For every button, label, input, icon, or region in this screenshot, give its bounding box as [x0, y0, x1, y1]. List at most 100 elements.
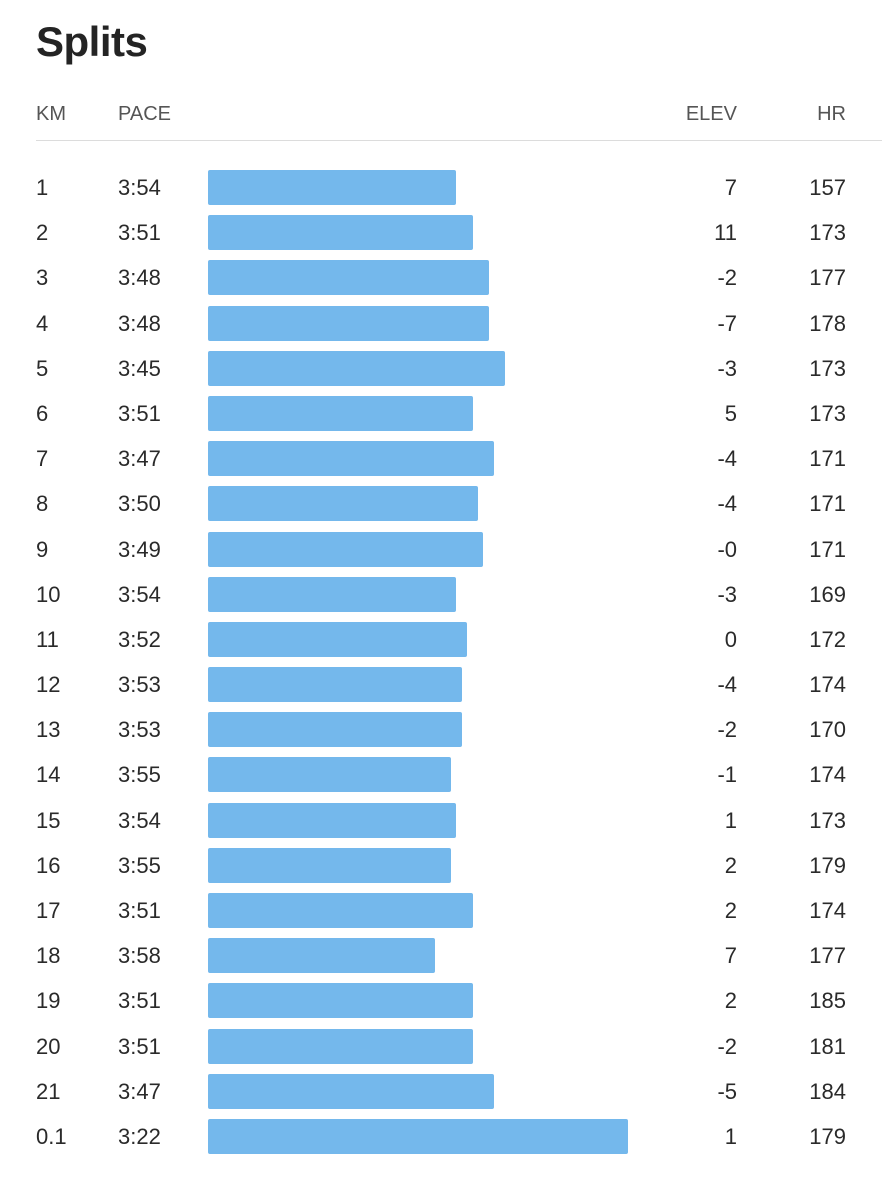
split-km: 12 [36, 672, 61, 698]
table-row: 2 3:51 11 173 [0, 210, 882, 255]
split-elevation: 1 [724, 1123, 737, 1149]
split-km: 9 [36, 536, 49, 562]
split-elevation: -4 [717, 446, 737, 472]
pace-bar [208, 305, 489, 341]
split-heart-rate: 174 [809, 762, 846, 788]
column-header-elev: ELEV [685, 103, 737, 125]
split-heart-rate: 171 [809, 536, 846, 562]
split-elevation: -5 [717, 1078, 737, 1104]
split-km: 0.1 [36, 1123, 67, 1149]
split-pace: 3:55 [118, 762, 161, 788]
split-elevation: -4 [717, 672, 737, 698]
pace-bar [208, 486, 478, 522]
table-row: 8 3:50 -4 171 [0, 481, 882, 526]
pace-bar [208, 712, 462, 748]
split-pace: 3:22 [118, 1123, 161, 1149]
split-km: 21 [36, 1078, 61, 1104]
table-row: 0.1 3:22 1 179 [0, 1114, 882, 1159]
split-elevation: -7 [717, 310, 737, 336]
split-km: 18 [36, 943, 61, 969]
split-heart-rate: 179 [809, 1123, 846, 1149]
split-heart-rate: 174 [809, 672, 846, 698]
split-km: 17 [36, 898, 61, 923]
table-row: 12 3:53 -4 174 [0, 662, 882, 707]
split-elevation: 1 [724, 807, 737, 833]
pace-bar [208, 531, 484, 567]
split-elevation: 2 [724, 988, 737, 1014]
split-elevation: -1 [717, 762, 737, 788]
split-heart-rate: 171 [809, 446, 846, 472]
split-elevation: 2 [724, 898, 737, 923]
table-row: 18 3:58 7 177 [0, 933, 882, 978]
split-km: 11 [36, 626, 59, 652]
pace-bar [208, 621, 468, 657]
table-row: 7 3:47 -4 171 [0, 436, 882, 481]
table-row: 5 3:45 -3 173 [0, 346, 882, 391]
split-km: 1 [36, 175, 49, 200]
column-header-hr: HR [817, 103, 846, 125]
column-header-km: KM [36, 103, 66, 125]
split-elevation: 7 [724, 175, 737, 200]
pace-bar [208, 441, 494, 477]
split-pace: 3:48 [118, 265, 161, 291]
split-pace: 3:54 [118, 175, 161, 200]
split-heart-rate: 171 [809, 491, 846, 517]
split-pace: 3:51 [118, 1033, 161, 1059]
split-elevation: 0 [724, 626, 737, 652]
split-heart-rate: 172 [809, 626, 846, 652]
split-elevation: -3 [717, 581, 737, 607]
pace-bar [208, 847, 452, 883]
split-heart-rate: 173 [809, 355, 846, 381]
table-row: 17 3:51 2 174 [0, 888, 882, 933]
split-heart-rate: 177 [809, 943, 846, 969]
table-row: 16 3:55 2 179 [0, 843, 882, 888]
split-pace: 3:48 [118, 310, 161, 336]
table-row: 3 3:48 -2 177 [0, 255, 882, 300]
split-km: 5 [36, 355, 49, 381]
split-km: 6 [36, 400, 49, 426]
split-elevation: 11 [714, 220, 737, 246]
split-pace: 3:47 [118, 446, 161, 472]
split-pace: 3:50 [118, 491, 161, 517]
pace-bar [208, 667, 462, 703]
pace-bar [208, 170, 457, 205]
split-elevation: -2 [717, 1033, 737, 1059]
split-pace: 3:47 [118, 1078, 161, 1104]
table-row: 10 3:54 -3 169 [0, 572, 882, 617]
split-km: 15 [36, 807, 61, 833]
split-pace: 3:54 [118, 581, 161, 607]
table-row: 15 3:54 1 173 [0, 798, 882, 843]
split-pace: 3:51 [118, 400, 161, 426]
split-heart-rate: 185 [809, 988, 846, 1014]
split-elevation: -3 [717, 355, 737, 381]
pace-bar [208, 757, 452, 793]
split-heart-rate: 178 [809, 310, 846, 336]
pace-bar [208, 983, 473, 1019]
split-heart-rate: 184 [809, 1078, 846, 1104]
split-pace: 3:51 [118, 898, 161, 923]
pace-bar [208, 938, 435, 974]
pace-bar [208, 576, 457, 612]
split-elevation: -2 [717, 717, 737, 743]
splits-table: 1 3:54 7 157 2 3:51 11 173 3 3:48 -2 177 4 3:48 -7 178 5… [0, 165, 882, 1159]
pace-bar [208, 802, 457, 838]
split-heart-rate: 157 [809, 175, 846, 200]
split-heart-rate: 177 [809, 265, 846, 291]
table-row: 6 3:51 5 173 [0, 391, 882, 436]
pace-bar [208, 350, 505, 386]
split-elevation: -4 [717, 491, 737, 517]
table-row: 4 3:48 -7 178 [0, 301, 882, 346]
split-pace: 3:51 [118, 220, 161, 246]
split-km: 8 [36, 491, 49, 517]
split-pace: 3:54 [118, 807, 161, 833]
split-elevation: -0 [717, 536, 737, 562]
split-heart-rate: 181 [809, 1033, 846, 1059]
split-km: 14 [36, 762, 61, 788]
split-pace: 3:53 [118, 717, 161, 743]
split-heart-rate: 170 [809, 717, 846, 743]
table-row: 13 3:53 -2 170 [0, 707, 882, 752]
split-km: 2 [36, 220, 49, 246]
split-pace: 3:45 [118, 355, 161, 381]
pace-bar [208, 1118, 628, 1154]
split-heart-rate: 169 [809, 581, 846, 607]
